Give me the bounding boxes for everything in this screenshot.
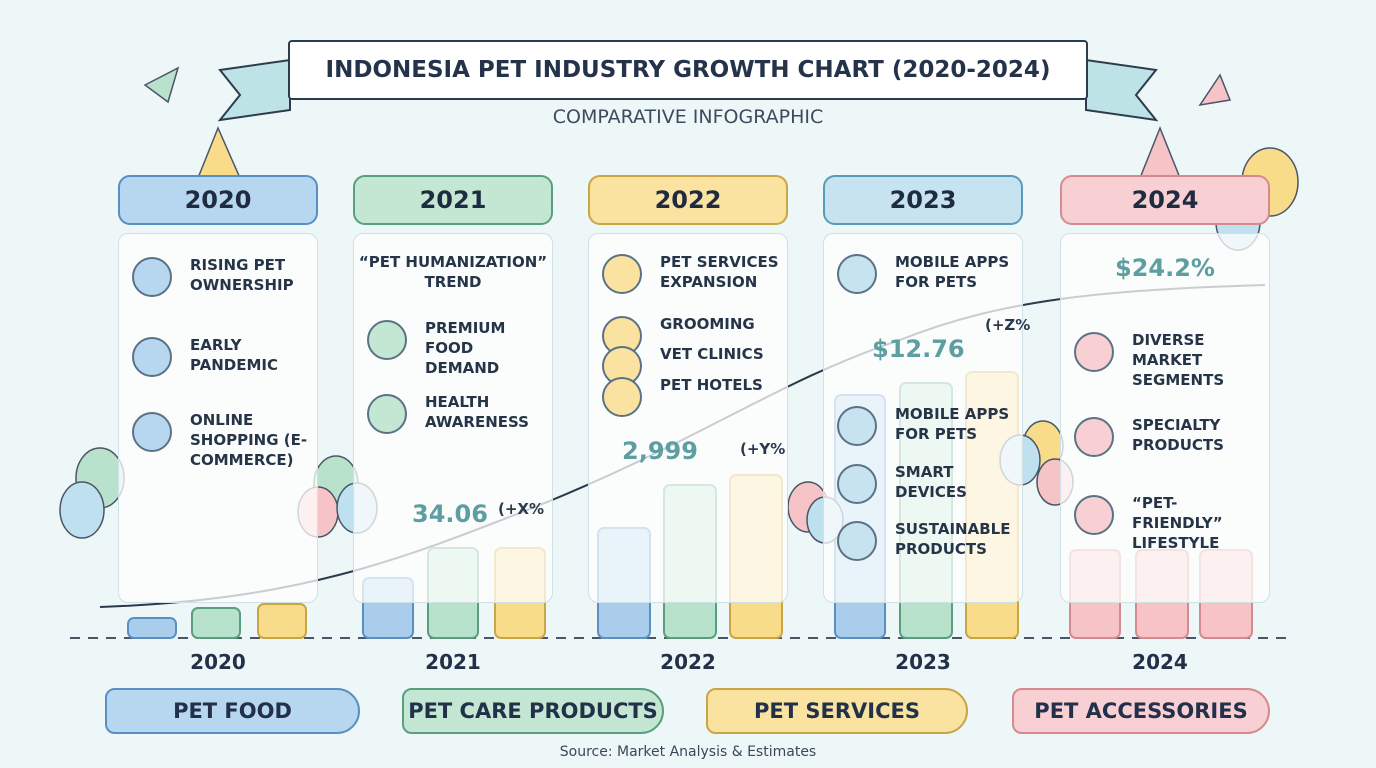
item-icon	[1074, 332, 1114, 372]
item-text: SUSTAINABLE PRODUCTS	[895, 520, 1011, 558]
item-icon	[602, 254, 642, 294]
item-icon	[367, 394, 407, 434]
year-header: 2022	[588, 175, 788, 225]
value-annotation: $12.76	[872, 335, 965, 363]
axis-year: 2022	[660, 650, 716, 674]
axis-year: 2021	[425, 650, 481, 674]
item-icon	[837, 464, 877, 504]
item-icon	[837, 254, 877, 294]
party-hats	[143, 66, 1232, 179]
item-icon	[367, 320, 407, 360]
segment-pill: PET FOOD	[105, 688, 360, 734]
source: Source: Market Analysis & Estimates	[559, 744, 817, 760]
ribbon-left	[217, 58, 291, 122]
item-icon	[837, 521, 877, 561]
item-text: MOBILE APPS FOR PETS	[895, 405, 1010, 443]
item-text: DIVERSE MARKET SEGMENTS	[1132, 331, 1225, 389]
ribbon-right	[1085, 58, 1159, 122]
item-text: MOBILE APPS FOR PETS	[895, 253, 1010, 291]
item-icon	[837, 406, 877, 446]
item-text: VET CLINICS	[660, 345, 764, 363]
item-icon	[1074, 417, 1114, 457]
segment-pill: PET SERVICES	[706, 688, 968, 734]
item-text: GROOMING	[660, 315, 755, 333]
item-text: RISING PET OWNERSHIP	[190, 256, 294, 294]
item-text: PREMIUM FOOD DEMAND	[425, 319, 506, 377]
subtitle: COMPARATIVE INFOGRAPHIC	[552, 106, 824, 128]
value-annotation: $24.2%	[1115, 254, 1215, 282]
item-icon	[132, 257, 172, 297]
year-panel	[588, 233, 788, 603]
item-text: “PET-FRIENDLY” LIFESTYLE	[1132, 494, 1223, 552]
item-text: EARLY PANDEMIC	[190, 336, 278, 374]
axis-year: 2023	[895, 650, 951, 674]
item-text: ONLINE SHOPPING (E-COMMERCE)	[190, 411, 308, 469]
segment-pill: PET CARE PRODUCTS	[402, 688, 664, 734]
segment-pill: PET ACCESSORIES	[1012, 688, 1270, 734]
item-icon	[132, 337, 172, 377]
year-header: 2023	[823, 175, 1023, 225]
year-header: 2020	[118, 175, 318, 225]
value-annotation: 2,999	[622, 437, 698, 465]
axis-year: 2024	[1132, 650, 1188, 674]
item-icon	[1074, 495, 1114, 535]
item-text: PET HOTELS	[660, 376, 763, 394]
item-text: SPECIALTY PRODUCTS	[1132, 416, 1224, 454]
value-annotation: 34.06	[412, 500, 488, 528]
year-header: 2024	[1060, 175, 1270, 225]
year-header: 2021	[353, 175, 553, 225]
value-annotation: (+X%	[498, 500, 545, 518]
item-icon	[132, 412, 172, 452]
item-text: HEALTH AWARENESS	[425, 393, 529, 431]
item-icon	[602, 377, 642, 417]
title: INDONESIA PET INDUSTRY GROWTH CHART (202…	[288, 40, 1088, 100]
item-text: PET SERVICES EXPANSION	[660, 253, 779, 291]
axis-year: 2020	[190, 650, 246, 674]
value-annotation: (+Y%	[740, 440, 786, 458]
value-annotation: (+Z%	[985, 316, 1031, 334]
item-text: SMART DEVICES	[895, 463, 967, 501]
item-heading: “PET HUMANIZATION” TREND	[358, 253, 548, 291]
